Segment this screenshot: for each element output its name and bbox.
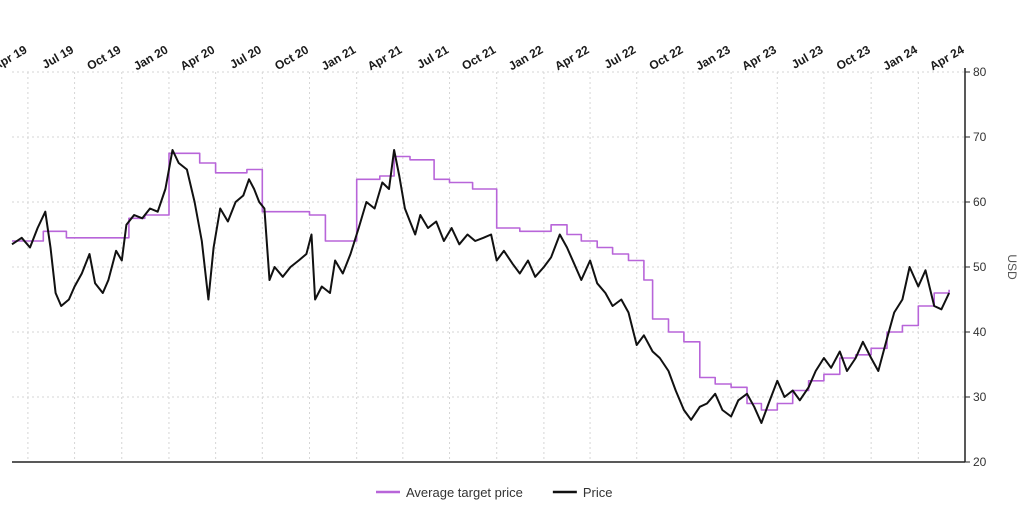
y-tick-label: 80 [973,65,987,79]
legend-label: Price [583,485,613,500]
y-tick-label: 30 [973,390,987,404]
x-tick-label: Apr 21 [365,42,405,73]
y-tick-label: 40 [973,325,987,339]
x-tick-label: Oct 22 [647,42,686,73]
target-price-line [12,152,950,411]
series-lines [11,149,951,424]
x-tick-label: Jul 19 [40,42,77,71]
x-tick-label: Oct 21 [459,42,498,73]
x-tick-label: Jul 23 [789,42,826,71]
legend: Average target price Price [376,485,612,500]
gridlines [12,71,965,462]
y-tick-label: 70 [973,130,987,144]
x-tick-label: Oct 23 [834,42,873,73]
x-tick-label: Apr 22 [552,42,592,73]
x-tick-label: Apr 19 [0,42,30,73]
x-tick-label: Jul 22 [602,42,639,71]
x-tick-label: Jul 20 [227,42,264,71]
x-tick-label: Apr 20 [178,42,218,73]
y-tick-label: 60 [973,195,987,209]
y-tick-label: 20 [973,455,987,469]
legend-label: Average target price [406,485,523,500]
x-tick-label: Jan 24 [880,42,920,73]
x-tick-label: Jan 21 [319,42,359,73]
x-tick-label: Jan 23 [693,42,733,73]
x-tick-label: Oct 19 [84,42,123,73]
x-tick-label: Jul 21 [415,42,452,71]
price-line [11,149,951,424]
x-tick-label: Apr 24 [927,42,967,73]
x-axis-ticks: Apr 19 Jul 19 Oct 19 Jan 20 Apr 20 Jul 20 Oct … [0,42,967,73]
x-tick-label: Jan 22 [506,42,546,73]
x-tick-label: Apr 23 [739,42,779,73]
y-axis-label: USD [1005,254,1019,280]
axes [12,68,966,463]
x-tick-label: Jan 20 [131,42,171,73]
y-axis-ticks: 20 30 40 50 60 70 80 [965,65,987,469]
y-tick-label: 50 [973,260,987,274]
x-tick-label: Oct 20 [272,42,311,73]
